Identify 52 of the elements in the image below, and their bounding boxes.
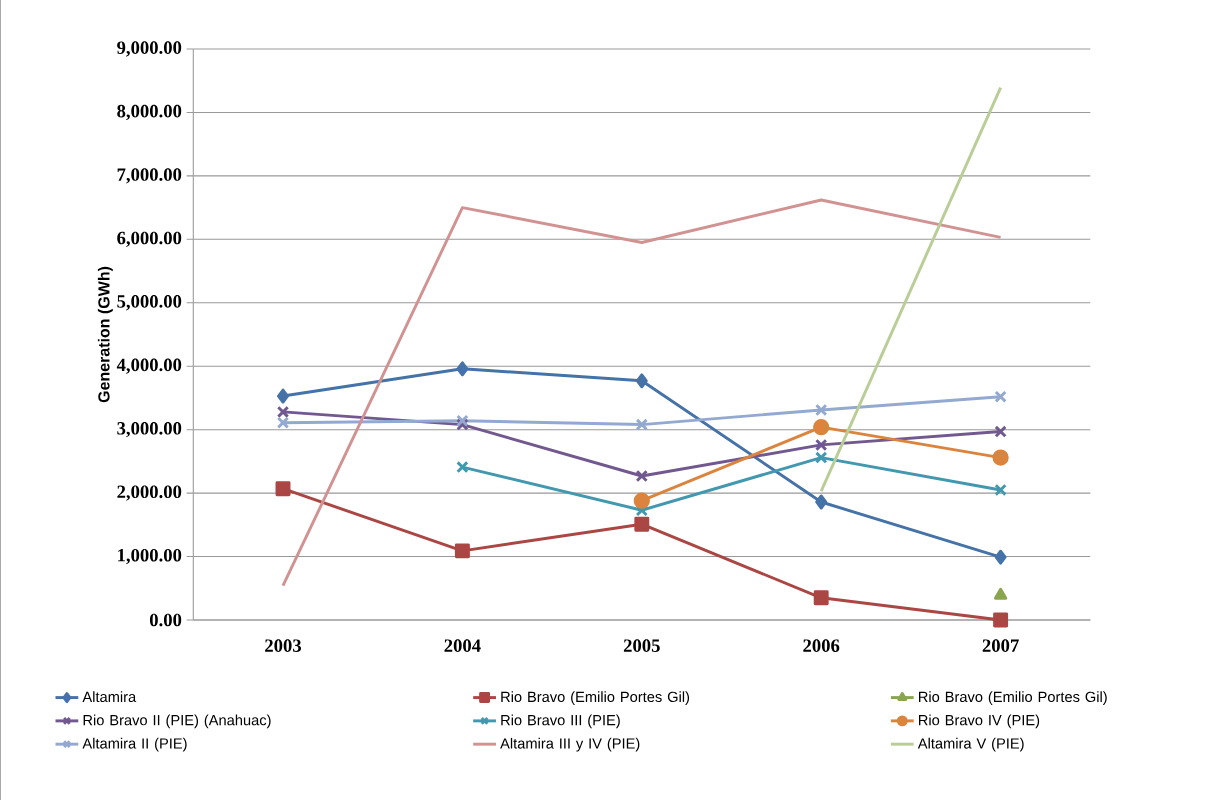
legend-label: Rio Bravo (Emilio Portes Gil) (919, 691, 1107, 705)
point (456, 460, 469, 474)
point (456, 361, 469, 377)
point (993, 612, 1009, 628)
legend-label: Altamira (82, 691, 137, 703)
point (277, 388, 289, 404)
point (275, 481, 291, 497)
y-tick-label: 0.00 (149, 613, 182, 627)
point (633, 492, 650, 509)
y-axis-title: Generation (GWh) (97, 266, 113, 403)
point (815, 403, 828, 417)
x-tick-label: 2007 (982, 639, 1019, 652)
y-tick-label: 7,000.00 (117, 168, 182, 184)
point (454, 543, 470, 559)
x-tick-label: 2004 (444, 639, 481, 652)
y-tick-label: 5,000.00 (117, 295, 182, 311)
legend-label: Rio Bravo II (PIE) (Anahuac) (83, 714, 271, 729)
x-tick-label: 2003 (265, 639, 302, 652)
point (456, 414, 469, 427)
point (992, 449, 1009, 466)
legend-label: Rio Bravo III (PIE) (501, 714, 620, 729)
point (815, 451, 828, 464)
point (635, 418, 648, 431)
y-tick-label: 8,000.00 (117, 104, 182, 121)
line-series (281, 198, 1003, 588)
point (813, 418, 830, 436)
point (276, 416, 290, 429)
point (635, 469, 648, 483)
y-tick-label: 9,000.00 (117, 41, 182, 57)
y-tick-label: 3,000.00 (117, 422, 182, 438)
point (634, 516, 650, 532)
point (994, 483, 1007, 497)
point (994, 549, 1007, 565)
legend-label: Rio Bravo IV (PIE) (919, 714, 1040, 729)
x-tick-label: 2005 (623, 639, 660, 652)
y-tick-label: 6,000.00 (117, 231, 182, 247)
point (993, 587, 1008, 600)
point (635, 373, 648, 389)
point (815, 494, 828, 510)
point (276, 405, 290, 419)
legend-label: Rio Bravo (Emilio Portes Gil) (501, 691, 690, 705)
point (994, 390, 1007, 403)
point (813, 590, 829, 606)
point (815, 438, 828, 452)
legend-label: Altamira II (PIE) (82, 737, 187, 752)
y-tick-label: 4,000.00 (116, 358, 182, 374)
point (994, 425, 1007, 438)
legend-label: Altamira III y IV (PIE) (500, 737, 640, 752)
y-tick-label: 2,000.00 (117, 485, 182, 501)
y-tick-label: 1,000.00 (118, 548, 182, 565)
legend-label: Altamira V (PIE) (917, 737, 1024, 752)
x-tick-label: 2006 (803, 639, 840, 652)
